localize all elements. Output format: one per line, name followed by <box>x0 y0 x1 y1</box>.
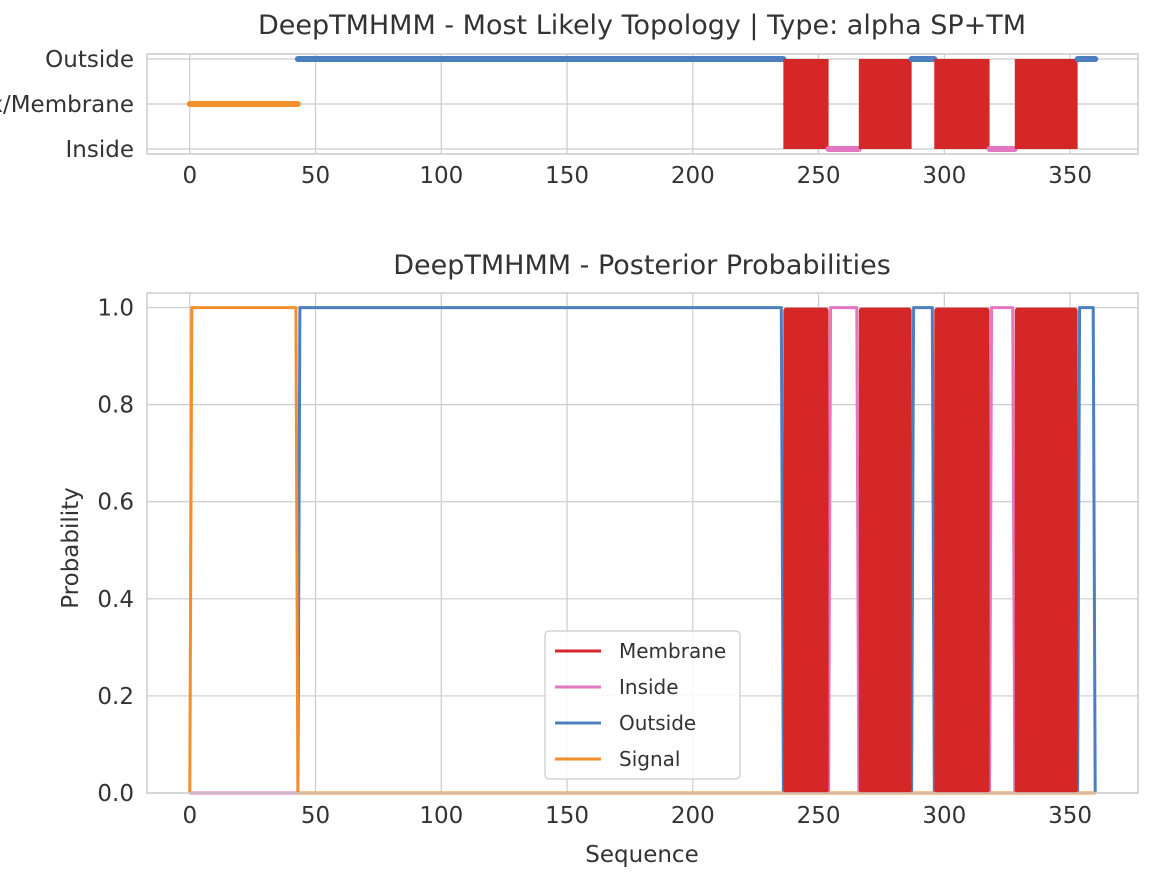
posterior-x-tick-label: 300 <box>922 803 966 829</box>
topology-x-tick-label: 150 <box>545 163 589 189</box>
posterior-x-tick-label: 50 <box>301 803 330 829</box>
topology-x-tick-label: 50 <box>301 163 330 189</box>
posterior-marks <box>188 306 1097 795</box>
posterior-panel: DeepTMHMM - Posterior Probabilities 0 50 1… <box>58 250 1139 868</box>
topology-membrane-segment <box>934 59 990 149</box>
topology-membrane-segment <box>1014 59 1078 149</box>
topology-x-tick-label: 100 <box>419 163 463 189</box>
posterior-x-tick-label: 200 <box>671 803 715 829</box>
topology-y-tick-label: Outside <box>45 47 134 73</box>
topology-x-tick-label: 300 <box>922 163 966 189</box>
posterior-x-tick-label: 250 <box>797 803 841 829</box>
posterior-x-ticks: 0 50 100 150 200 250 300 350 <box>182 803 1092 829</box>
topology-x-tick-label: 250 <box>797 163 841 189</box>
posterior-y-tick-label: 0.4 <box>97 587 134 613</box>
posterior-y-tick-label: 1.0 <box>97 296 134 322</box>
topology-membrane-segment <box>783 59 829 149</box>
legend-box <box>544 630 741 780</box>
legend: Membrane Inside Outside Signal <box>544 630 741 780</box>
legend-label-inside: Inside <box>619 675 679 699</box>
legend-label-membrane: Membrane <box>619 639 726 663</box>
topology-y-tick-label: TMhelix/Membrane <box>0 92 134 118</box>
topology-x-tick-label: 350 <box>1048 163 1092 189</box>
posterior-outside-line <box>189 306 1097 795</box>
topology-frame <box>146 53 1139 155</box>
posterior-title: DeepTMHMM - Posterior Probabilities <box>393 250 891 281</box>
topology-membrane-segment <box>858 59 912 149</box>
posterior-membrane-block <box>783 307 829 793</box>
topology-x-tick-label: 0 <box>182 163 197 189</box>
posterior-membrane-block <box>1014 307 1078 793</box>
posterior-frame <box>146 292 1139 794</box>
posterior-y-ticks: 0.0 0.2 0.4 0.6 0.8 1.0 <box>97 296 134 807</box>
legend-items: Membrane Inside Outside Signal <box>555 639 726 771</box>
topology-marks <box>186 56 1099 152</box>
posterior-y-tick-label: 0.6 <box>97 490 134 516</box>
posterior-membrane-block <box>858 307 912 793</box>
topology-y-tick-label: Inside <box>66 137 134 163</box>
posterior-x-tick-label: 100 <box>419 803 463 829</box>
posterior-y-tick-label: 0.8 <box>97 393 134 419</box>
topology-x-tick-label: 200 <box>671 163 715 189</box>
posterior-y-label: Probability <box>58 487 84 609</box>
legend-label-signal: Signal <box>619 747 680 771</box>
topology-y-ticks: Inside TMhelix/Membrane Outside <box>0 47 134 163</box>
topology-panel: DeepTMHMM - Most Likely Topology | Type:… <box>0 10 1139 189</box>
posterior-y-tick-label: 0.0 <box>97 781 134 807</box>
posterior-x-tick-label: 0 <box>182 803 197 829</box>
legend-label-outside: Outside <box>619 711 696 735</box>
topology-title: DeepTMHMM - Most Likely Topology | Type:… <box>258 10 1026 41</box>
posterior-membrane-block <box>934 307 990 793</box>
topology-x-ticks: 0 50 100 150 200 250 300 350 <box>182 163 1092 189</box>
posterior-x-tick-label: 350 <box>1048 803 1092 829</box>
posterior-x-label: Sequence <box>585 842 698 868</box>
posterior-y-tick-label: 0.2 <box>97 684 134 710</box>
posterior-x-tick-label: 150 <box>545 803 589 829</box>
